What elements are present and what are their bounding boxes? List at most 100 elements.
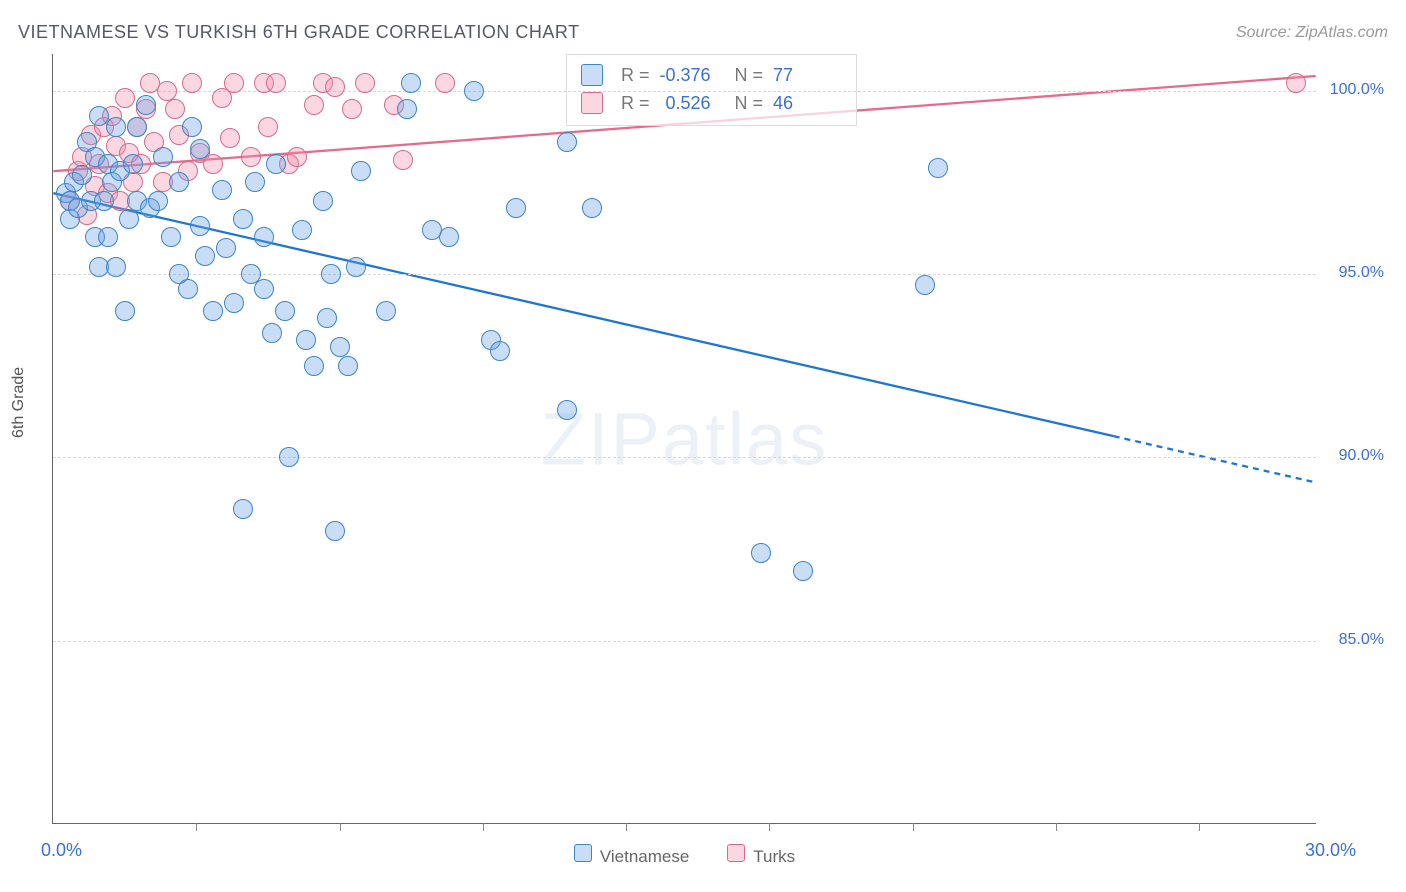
marker-vietnamese [72,165,92,185]
x-tick [769,823,770,831]
marker-vietnamese [169,172,189,192]
watermark: ZIPatlas [541,396,828,481]
marker-vietnamese [397,99,417,119]
stats-r-value-turks: 0.526 [660,89,725,117]
marker-vietnamese [751,543,771,563]
marker-turks [1286,73,1306,93]
marker-turks [241,147,261,167]
marker-vietnamese [313,191,333,211]
marker-turks [355,73,375,93]
legend-item-vietnamese: Vietnamese [574,844,689,867]
marker-vietnamese [338,356,358,376]
y-tick-label: 100.0% [1324,81,1384,99]
stats-row-vietnamese: R = -0.376 N = 77 [581,61,838,89]
stats-row-turks: R = 0.526 N = 46 [581,89,838,117]
x-tick [1056,823,1057,831]
marker-vietnamese [190,139,210,159]
marker-vietnamese [376,301,396,321]
marker-turks [342,99,362,119]
marker-vietnamese [317,308,337,328]
marker-vietnamese [216,238,236,258]
marker-vietnamese [123,154,143,174]
stats-swatch-turks [581,92,603,114]
marker-turks [224,73,244,93]
x-tick [626,823,627,831]
stats-n-value-vietnamese: 77 [773,61,838,89]
x-tick [913,823,914,831]
marker-vietnamese [346,257,366,277]
legend: Vietnamese Turks [53,844,1316,867]
marker-vietnamese [233,499,253,519]
marker-turks [393,150,413,170]
marker-vietnamese [793,561,813,581]
marker-vietnamese [557,132,577,152]
stats-r-label: R = [621,61,650,89]
marker-vietnamese [119,209,139,229]
marker-vietnamese [401,73,421,93]
legend-label-vietnamese: Vietnamese [600,847,689,866]
gridline-h [53,91,1316,92]
marker-vietnamese [254,279,274,299]
legend-label-turks: Turks [753,847,795,866]
marker-vietnamese [148,191,168,211]
marker-turks [115,88,135,108]
marker-vietnamese [304,356,324,376]
gridline-h [53,457,1316,458]
plot-area: ZIPatlas R = -0.376 N = 77 R = 0.526 N =… [52,54,1316,824]
marker-vietnamese [928,158,948,178]
marker-vietnamese [203,301,223,321]
marker-vietnamese [127,117,147,137]
marker-vietnamese [330,337,350,357]
marker-vietnamese [582,198,602,218]
x-tick [483,823,484,831]
marker-vietnamese [106,117,126,137]
marker-vietnamese [136,95,156,115]
chart-source: Source: ZipAtlas.com [1236,24,1388,42]
marker-vietnamese [212,180,232,200]
marker-vietnamese [245,172,265,192]
marker-vietnamese [351,161,371,181]
marker-vietnamese [321,264,341,284]
marker-vietnamese [195,246,215,266]
marker-vietnamese [296,330,316,350]
marker-vietnamese [325,521,345,541]
x-tick-label: 0.0% [41,840,82,861]
x-tick [340,823,341,831]
stats-n-value-turks: 46 [773,89,838,117]
chart-container: VIETNAMESE VS TURKISH 6TH GRADE CORRELAT… [0,0,1406,892]
marker-vietnamese [106,257,126,277]
marker-turks [304,95,324,115]
marker-vietnamese [279,447,299,467]
marker-vietnamese [557,400,577,420]
legend-item-turks: Turks [727,844,795,867]
stats-n-label: N = [735,89,764,117]
marker-vietnamese [506,198,526,218]
legend-swatch-turks [727,844,745,862]
y-tick-label: 90.0% [1324,447,1384,465]
marker-turks [157,81,177,101]
marker-vietnamese [233,209,253,229]
stats-swatch-vietnamese [581,64,603,86]
marker-vietnamese [153,147,173,167]
marker-vietnamese [178,279,198,299]
marker-turks [182,73,202,93]
marker-turks [325,77,345,97]
marker-vietnamese [490,341,510,361]
marker-vietnamese [275,301,295,321]
marker-turks [435,73,455,93]
marker-turks [165,99,185,119]
stats-r-label: R = [621,89,650,117]
stats-n-label: N = [735,61,764,89]
marker-vietnamese [182,117,202,137]
gridline-h [53,641,1316,642]
marker-turks [266,73,286,93]
marker-vietnamese [224,293,244,313]
x-tick [1199,823,1200,831]
stats-r-value-vietnamese: -0.376 [660,61,725,89]
marker-vietnamese [266,154,286,174]
x-tick [196,823,197,831]
marker-vietnamese [94,191,114,211]
marker-vietnamese [292,220,312,240]
marker-vietnamese [262,323,282,343]
marker-turks [220,128,240,148]
